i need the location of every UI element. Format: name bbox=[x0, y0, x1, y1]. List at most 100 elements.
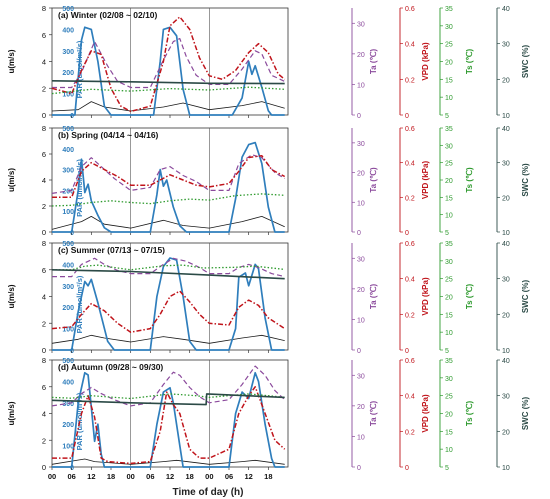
swc-tick-label: 10 bbox=[502, 348, 510, 355]
u-tick-label: 6 bbox=[42, 383, 46, 392]
series-line-ts bbox=[51, 86, 285, 95]
ta-tick-label: 10 bbox=[357, 82, 365, 89]
series-line-ta bbox=[51, 365, 286, 407]
ts-tick-label: 30 bbox=[445, 24, 453, 31]
chart-panel-1: (a) Winter (02/08 ~ 02/10) 0 2 4 6 8 u(m/s) 0 10… bbox=[7, 4, 530, 120]
par-tick-label: 200 bbox=[62, 422, 74, 429]
swc-tick-label: 10 bbox=[502, 465, 510, 472]
vpd-tick-label: 0.2 bbox=[405, 195, 415, 202]
chart-panel-2: (b) Spring (04/14 ~ 04/16) 0 2 4 6 8 u(m/s) 0 10… bbox=[7, 124, 530, 237]
vpd-axis-label: VPD (kPa) bbox=[421, 277, 430, 316]
u-tick-label: 8 bbox=[42, 4, 46, 13]
swc-tick-label: 40 bbox=[502, 358, 510, 365]
x-tick-label: 06 bbox=[146, 472, 154, 481]
ts-tick-label: 25 bbox=[445, 394, 453, 401]
ta-tick-label: 10 bbox=[357, 434, 365, 441]
vpd-tick-label: 0 bbox=[405, 465, 409, 472]
par-tick-label: 500 bbox=[62, 126, 74, 133]
vpd-tick-label: 0.6 bbox=[405, 241, 415, 248]
par-tick-label: 300 bbox=[62, 49, 74, 56]
par-tick-label: 500 bbox=[62, 6, 74, 13]
swc-tick-label: 20 bbox=[502, 195, 510, 202]
swc-tick-label: 20 bbox=[502, 429, 510, 436]
ts-tick-label: 20 bbox=[445, 60, 453, 67]
ts-tick-label: 10 bbox=[445, 330, 453, 337]
series-line-u bbox=[51, 216, 285, 230]
ts-tick-label: 25 bbox=[445, 161, 453, 168]
par-tick-label: 200 bbox=[62, 70, 74, 77]
vpd-tick-label: 0.2 bbox=[405, 429, 415, 436]
series-line-u bbox=[51, 458, 285, 465]
swc-tick-label: 40 bbox=[502, 241, 510, 248]
panel-title: (d) Autumn (09/28 ~ 09/30) bbox=[58, 362, 163, 372]
ta-tick-label: 30 bbox=[357, 256, 365, 263]
u-tick-label: 4 bbox=[42, 58, 46, 67]
par-tick-label: 500 bbox=[62, 241, 74, 248]
par-axis-label: PAR (umol/m²/s) bbox=[75, 159, 84, 217]
ts-tick-label: 35 bbox=[445, 241, 453, 248]
ta-axis-label: Ta (℃) bbox=[369, 401, 378, 427]
u-tick-label: 0 bbox=[42, 228, 46, 237]
ts-tick-label: 5 bbox=[445, 348, 449, 355]
ts-tick-label: 35 bbox=[445, 126, 453, 133]
swc-tick-label: 30 bbox=[502, 394, 510, 401]
ta-tick-label: 10 bbox=[357, 200, 365, 207]
series-line-ts bbox=[51, 193, 285, 207]
u-axis-label: u(m/s) bbox=[7, 401, 16, 425]
ta-axis-label: Ta (℃) bbox=[369, 284, 378, 310]
series-line-ta bbox=[52, 257, 285, 278]
u-tick-label: 2 bbox=[42, 436, 46, 445]
vpd-tick-label: 0.4 bbox=[405, 277, 415, 284]
plot-frame bbox=[51, 7, 289, 116]
par-tick-label: 400 bbox=[62, 379, 74, 386]
ts-tick-label: 20 bbox=[445, 295, 453, 302]
swc-tick-label: 30 bbox=[502, 161, 510, 168]
ts-axis-label: Ts (℃) bbox=[465, 167, 474, 193]
ta-tick-label: 10 bbox=[357, 317, 365, 324]
x-tick-label: 12 bbox=[87, 472, 95, 481]
vpd-tick-label: 0 bbox=[405, 230, 409, 237]
ts-tick-label: 5 bbox=[445, 465, 449, 472]
ts-tick-label: 35 bbox=[445, 6, 453, 13]
par-tick-label: 400 bbox=[62, 27, 74, 34]
x-tick-label: 18 bbox=[264, 472, 272, 481]
ta-tick-label: 0 bbox=[357, 465, 361, 472]
series-line-swc bbox=[51, 80, 285, 85]
par-tick-label: 100 bbox=[62, 327, 74, 334]
series-line-ta bbox=[52, 38, 285, 89]
swc-tick-label: 40 bbox=[502, 126, 510, 133]
series-line-vpd bbox=[52, 386, 286, 465]
u-tick-label: 0 bbox=[42, 111, 46, 120]
par-tick-label: 100 bbox=[62, 92, 74, 99]
ts-tick-label: 20 bbox=[445, 412, 453, 419]
swc-tick-label: 20 bbox=[502, 77, 510, 84]
swc-axis-label: SWC (%) bbox=[521, 397, 530, 431]
par-tick-label: 300 bbox=[62, 401, 74, 408]
ta-tick-label: 30 bbox=[357, 21, 365, 28]
par-tick-label: 300 bbox=[62, 284, 74, 291]
series-line-vpd bbox=[52, 154, 286, 199]
ts-tick-label: 25 bbox=[445, 277, 453, 284]
swc-tick-label: 10 bbox=[502, 113, 510, 120]
u-tick-label: 6 bbox=[42, 266, 46, 275]
panel-title: (a) Winter (02/08 ~ 02/10) bbox=[58, 10, 158, 20]
u-tick-label: 6 bbox=[42, 31, 46, 40]
ta-tick-label: 0 bbox=[357, 348, 361, 355]
panel-title: (c) Summer (07/13 ~ 07/15) bbox=[58, 245, 165, 255]
x-tick-label: 18 bbox=[185, 472, 193, 481]
u-tick-label: 6 bbox=[42, 150, 46, 159]
x-tick-label: 00 bbox=[48, 472, 56, 481]
x-tick-label: 18 bbox=[107, 472, 115, 481]
ta-tick-label: 30 bbox=[357, 141, 365, 148]
par-tick-label: 0 bbox=[70, 348, 74, 355]
series-line-par bbox=[52, 26, 285, 116]
series-line-u bbox=[51, 101, 285, 112]
ta-tick-label: 30 bbox=[357, 373, 365, 380]
ts-tick-label: 15 bbox=[445, 195, 453, 202]
ts-axis-label: Ts (℃) bbox=[465, 401, 474, 427]
u-tick-label: 4 bbox=[42, 410, 46, 419]
ta-axis-label: Ta (℃) bbox=[369, 167, 378, 193]
u-tick-label: 2 bbox=[42, 202, 46, 211]
ts-tick-label: 20 bbox=[445, 178, 453, 185]
ta-tick-label: 0 bbox=[357, 113, 361, 120]
